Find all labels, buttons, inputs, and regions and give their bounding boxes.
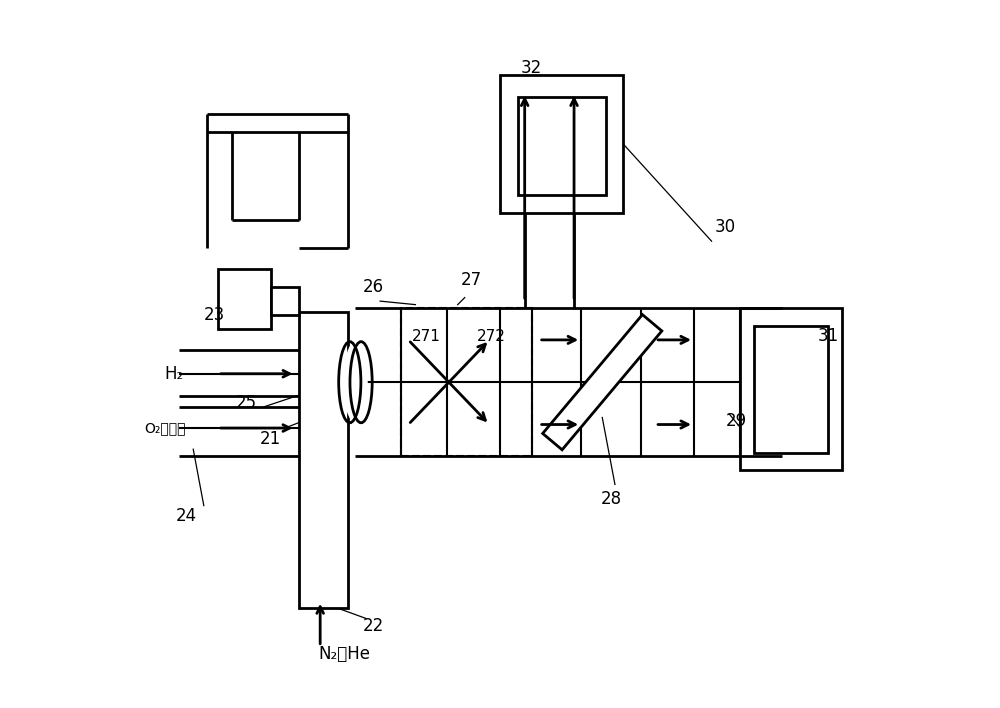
Ellipse shape (343, 342, 368, 423)
Polygon shape (543, 314, 662, 450)
Text: 27: 27 (461, 271, 482, 289)
Bar (518, 96, 606, 195)
Text: 23: 23 (204, 307, 225, 324)
Text: 28: 28 (601, 489, 622, 508)
Text: H₂: H₂ (165, 365, 184, 383)
Text: 32: 32 (521, 59, 542, 77)
Bar (218, 269, 271, 329)
Text: 271: 271 (412, 329, 440, 344)
Text: 30: 30 (715, 218, 736, 236)
Text: 25: 25 (236, 394, 257, 412)
Bar (271, 287, 299, 315)
Bar (500, 76, 623, 213)
Text: 21: 21 (260, 430, 281, 447)
Text: O₂或空气: O₂或空气 (144, 421, 186, 435)
Text: 24: 24 (176, 507, 197, 525)
Text: 272: 272 (476, 329, 505, 344)
Text: 31: 31 (817, 327, 839, 346)
Bar (754, 326, 828, 452)
Bar (299, 312, 348, 608)
Bar (401, 308, 532, 456)
Text: 22: 22 (362, 617, 384, 634)
Text: 26: 26 (362, 278, 384, 296)
Bar (740, 308, 842, 470)
Text: N₂或He: N₂或He (319, 645, 371, 663)
Text: 29: 29 (726, 412, 747, 430)
